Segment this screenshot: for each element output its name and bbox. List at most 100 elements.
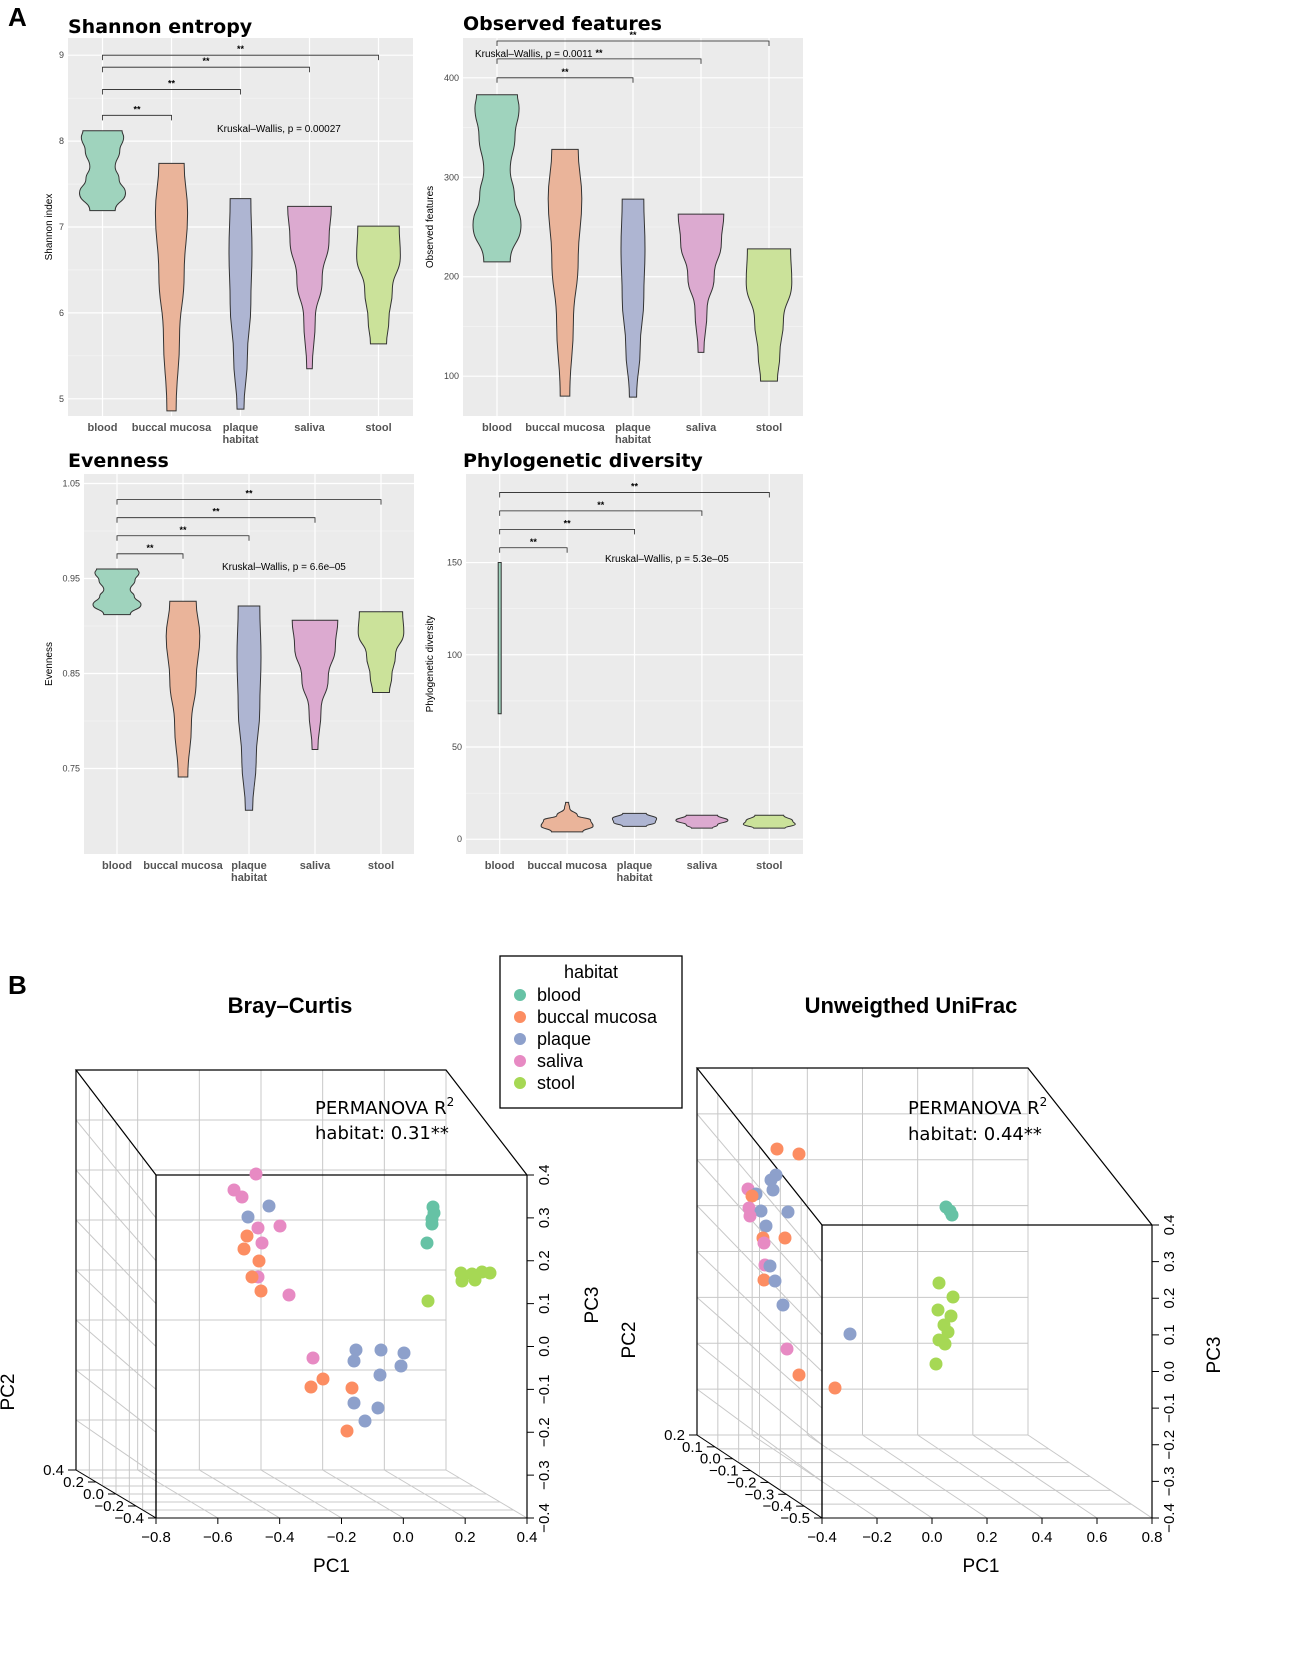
y-tick-label: 0.75 <box>62 764 80 774</box>
y-tick-label: 6 <box>59 308 64 318</box>
y-tick-label: −0.5 <box>780 1510 810 1527</box>
y-tick-label: −0.4 <box>114 1510 144 1527</box>
y-tick-label: 0.4 <box>43 1462 64 1479</box>
y-tick-label: 200 <box>444 272 459 282</box>
x-tick-label: buccal mucosa <box>132 422 212 434</box>
data-point-buccal <box>345 1381 359 1395</box>
data-point-plaque <box>347 1354 361 1368</box>
x-tick-label: buccal mucosa <box>527 860 607 872</box>
panel-label-a: A <box>8 2 27 32</box>
data-point-plaque <box>347 1396 361 1410</box>
data-point-stool <box>483 1266 497 1280</box>
violin-saliva <box>675 814 729 829</box>
x-tick-label: blood <box>88 422 118 434</box>
y-tick-label: 0.2 <box>664 1427 685 1444</box>
data-point-saliva <box>249 1167 263 1181</box>
significance-bracket <box>116 499 382 505</box>
y-tick-label: −0.3 <box>745 1486 775 1503</box>
y-tick-label: 1.05 <box>62 479 80 489</box>
data-point-plaque <box>262 1199 276 1213</box>
significance-label: ** <box>212 507 220 517</box>
x-tick-label: blood <box>102 860 132 872</box>
legend-marker <box>514 1077 526 1089</box>
significance-bracket <box>499 547 568 553</box>
z-tick-label: −0.2 <box>1161 1430 1178 1460</box>
data-point-plaque <box>843 1327 857 1341</box>
x-tick-label: habitat <box>222 434 258 446</box>
legend-marker <box>514 1033 526 1045</box>
z-tick-label: 0.4 <box>536 1165 553 1186</box>
y-axis-label: Evenness <box>44 642 55 686</box>
x-tick-label: 0.4 <box>1032 1529 1053 1546</box>
data-point-blood <box>945 1208 959 1222</box>
data-point-stool <box>455 1274 469 1288</box>
y-tick-label: 0.95 <box>62 574 80 584</box>
x-tick-label: plaque <box>223 422 258 434</box>
x-tick-label: stool <box>756 860 782 872</box>
significance-label: ** <box>202 56 210 66</box>
data-point-stool <box>941 1325 955 1339</box>
significance-label: ** <box>595 48 603 58</box>
y-axis-line <box>696 1434 823 1519</box>
violin-buccal-mucosa <box>540 801 594 833</box>
grid-line <box>75 1319 157 1390</box>
significance-bracket <box>496 40 770 46</box>
significance-label: ** <box>597 500 605 510</box>
y-tick-label: 0.2 <box>63 1474 84 1491</box>
y-tick-label: 0 <box>457 834 462 844</box>
x-tick-label: 0.8 <box>1142 1529 1163 1546</box>
grid-line <box>696 1388 823 1482</box>
data-point-saliva <box>780 1342 794 1356</box>
legend-item-label: saliva <box>537 1051 584 1071</box>
significance-label: ** <box>168 79 176 89</box>
data-point-buccal <box>245 1270 259 1284</box>
ordination-chart-2: Unweigthed UniFrac PERMANOVA R2 habitat: 0… <box>619 993 1225 1577</box>
violin-plaque <box>236 605 262 811</box>
y-tick-label: 9 <box>59 50 64 60</box>
z-tick-label: −0.2 <box>536 1417 553 1447</box>
grid-line <box>696 1113 823 1262</box>
violin-blood <box>92 568 142 616</box>
grid-line <box>696 1159 823 1299</box>
data-point-buccal <box>304 1380 318 1394</box>
ordination-chart-1: Bray–Curtis PERMANOVA R2 habitat: 0.31** −0… <box>0 993 603 1577</box>
grid-line <box>75 1369 157 1433</box>
data-point-plaque <box>776 1298 790 1312</box>
x-tick-label: plaque <box>615 422 650 434</box>
data-point-stool <box>931 1303 945 1317</box>
panel-label-b: B <box>8 970 27 1000</box>
data-point-buccal <box>828 1381 842 1395</box>
z-tick-label: 0.0 <box>1161 1361 1178 1382</box>
x-tick-label: 0.2 <box>977 1529 998 1546</box>
significance-label: ** <box>631 481 639 491</box>
z-tick-label: 0.3 <box>536 1207 553 1228</box>
z-axis-label: PC3 <box>582 1287 603 1324</box>
significance-label: ** <box>561 67 569 77</box>
violin-chart-4: 0 50 100 150 Phylogenetic diversity Phylogene… <box>425 450 803 884</box>
data-point-buccal <box>240 1229 254 1243</box>
y-tick-label: 8 <box>59 136 64 146</box>
permanova-superscript: 2 <box>1040 1095 1048 1109</box>
z-tick-label: −0.1 <box>1161 1393 1178 1423</box>
y-axis-line <box>75 1469 157 1519</box>
significance-label: ** <box>564 518 572 528</box>
y-axis-label: PC2 <box>619 1322 640 1359</box>
violin-saliva <box>291 619 339 750</box>
violin-stool <box>356 225 401 345</box>
data-point-buccal <box>254 1284 268 1298</box>
x-axis-label: PC1 <box>963 1556 1000 1577</box>
x-tick-label: saliva <box>300 860 331 872</box>
grid-line <box>75 1219 157 1304</box>
data-point-buccal <box>340 1424 354 1438</box>
permanova-superscript: 2 <box>447 1095 455 1109</box>
significance-bracket <box>116 535 250 541</box>
z-tick-label: −0.3 <box>536 1460 553 1490</box>
x-tick-label: −0.2 <box>862 1529 892 1546</box>
x-tick-label: habitat <box>615 434 651 446</box>
chart-title: Observed features <box>463 13 662 35</box>
x-tick-label: habitat <box>616 872 652 884</box>
y-axis-label: Phylogenetic diversity <box>425 616 436 713</box>
data-point-saliva <box>757 1236 771 1250</box>
kruskal-wallis-annotation: Kruskal–Wallis, p = 5.3e–05 <box>605 554 729 565</box>
